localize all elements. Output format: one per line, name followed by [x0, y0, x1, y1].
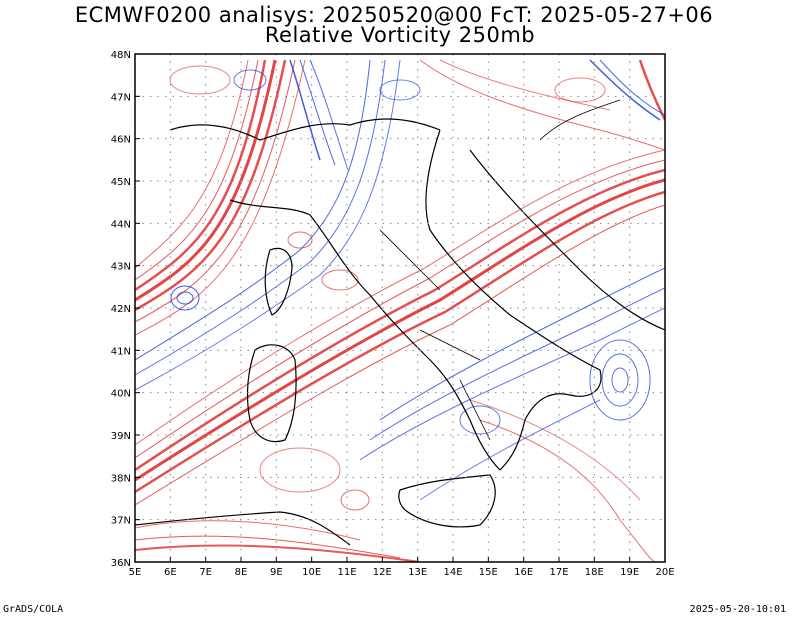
- lon-tick-label: 12E: [373, 567, 392, 578]
- lon-tick-label: 17E: [549, 567, 568, 578]
- lon-tick-label: 20E: [655, 567, 674, 578]
- map-title: ECMWF0200 analisys: 20250520@00 FcT: 202…: [74, 3, 714, 27]
- lat-tick-label: 44N: [111, 219, 131, 230]
- negative-contours: [135, 59, 665, 501]
- lat-tick-label: 45N: [111, 177, 131, 188]
- lon-tick-label: 7E: [199, 567, 212, 578]
- lon-tick-label: 19E: [620, 567, 639, 578]
- lon-tick-label: 5E: [129, 567, 142, 578]
- latitude-axis: 36N 37N 38N 39N 40N 41N 42N 43N 44N 45N 46N 47N 48N: [111, 50, 140, 569]
- lat-tick-label: 39N: [111, 431, 131, 442]
- lon-tick-label: 11E: [337, 567, 356, 578]
- lon-tick-label: 16E: [514, 567, 533, 578]
- lon-tick-label: 14E: [443, 567, 462, 578]
- footer-timestamp: 2025-05-20-10:01: [689, 604, 786, 615]
- lat-tick-label: 37N: [111, 516, 131, 527]
- lat-tick-label: 48N: [111, 50, 131, 61]
- lat-tick-label: 43N: [111, 262, 131, 273]
- lat-tick-label: 46N: [111, 135, 131, 146]
- lon-tick-label: 15E: [479, 567, 498, 578]
- lat-tick-label: 47N: [111, 92, 131, 103]
- lat-tick-label: 36N: [111, 558, 131, 569]
- lat-tick-label: 41N: [111, 346, 131, 357]
- lat-tick-label: 40N: [111, 389, 131, 400]
- lon-tick-label: 6E: [164, 567, 177, 578]
- lon-tick-label: 10E: [302, 567, 321, 578]
- lon-tick-label: 13E: [408, 567, 427, 578]
- lat-tick-label: 42N: [111, 304, 131, 315]
- contour-layer: [135, 59, 665, 562]
- map-subtitle: Relative Vorticity 250mb: [264, 23, 536, 47]
- footer-credit: GrADS/COLA: [3, 604, 64, 615]
- lat-tick-label: 38N: [111, 473, 131, 484]
- lon-tick-label: 18E: [585, 567, 604, 578]
- lon-tick-label: 9E: [270, 567, 283, 578]
- lon-tick-label: 8E: [235, 567, 248, 578]
- coastlines: [135, 99, 665, 546]
- longitude-axis: 5E 6E 7E 8E 9E 10E 11E 12E 13E 14E 15E 16E 17E 18E 19E…: [129, 557, 675, 578]
